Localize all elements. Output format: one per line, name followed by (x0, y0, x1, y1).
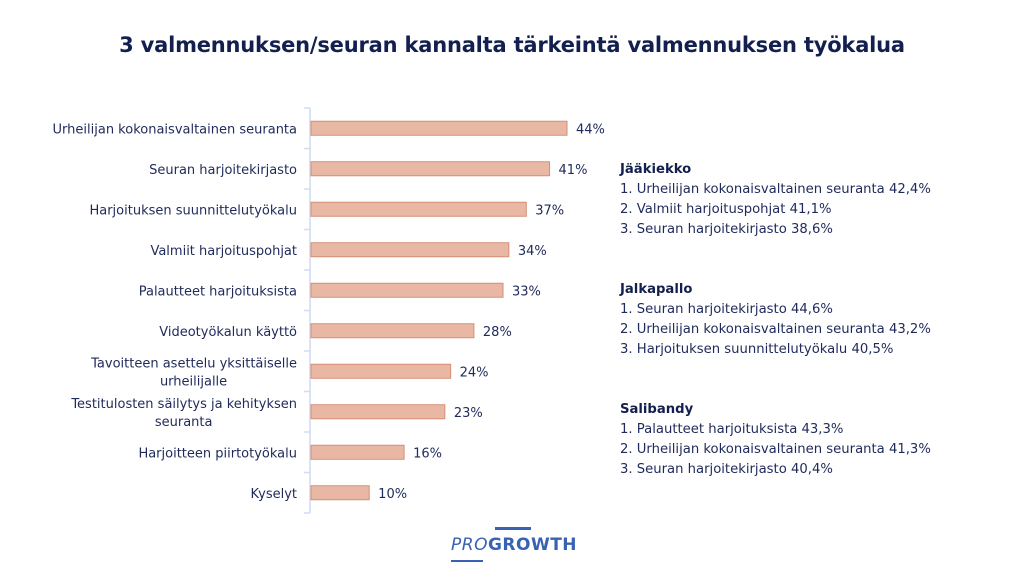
bar-7 (310, 363, 452, 379)
logo-pro-text: PRO (451, 535, 488, 555)
sport-rank-item: 3. Harjoituksen suunnittelutyökalu 40,5% (620, 342, 894, 357)
value-label: 33% (512, 284, 541, 299)
bar-4 (310, 242, 510, 258)
category-label: Harjoituksen suunnittelutyökalu (89, 203, 297, 218)
sport-heading: Salibandy (620, 402, 694, 417)
sport-rank-item: 1. Seuran harjoitekirjasto 44,6% (620, 302, 833, 317)
value-label: 23% (454, 406, 483, 421)
value-label: 28% (483, 325, 512, 340)
bar-2 (310, 161, 551, 177)
category-label: Palautteet harjoituksista (139, 284, 297, 299)
value-label: 41% (559, 163, 588, 178)
sport-rank-item: 1. Palautteet harjoituksista 43,3% (620, 422, 844, 437)
logo-growth-text: GROWTH (487, 535, 578, 555)
value-label: 44% (576, 122, 605, 137)
category-label: Harjoitteen piirtotyökalu (138, 446, 297, 461)
logo-underline (451, 560, 483, 562)
value-label: 16% (413, 446, 442, 461)
value-label: 24% (460, 365, 489, 380)
category-label: Valmiit harjoituspohjat (150, 244, 297, 259)
category-label: Seuran harjoitekirjasto (149, 163, 297, 178)
category-label: Tavoitteen asettelu yksittäiselle (90, 356, 297, 371)
sport-heading: Jalkapallo (620, 282, 693, 297)
value-label: 34% (518, 244, 547, 259)
sport-rank-item: 2. Valmiit harjoituspohjat 41,1% (620, 202, 832, 217)
bar-9 (310, 444, 405, 460)
progrowth-logo: PROGROWTH (451, 527, 581, 567)
sport-heading: Jääkiekko (620, 162, 692, 177)
sport-rank-item: 2. Urheilijan kokonaisvaltainen seuranta… (620, 442, 931, 457)
logo-accent-bar (495, 527, 531, 530)
category-label: Urheilijan kokonaisvaltainen seuranta (53, 122, 297, 137)
category-label: Testitulosten säilytys ja kehityksen (70, 397, 297, 412)
category-label-line2: urheilijalle (160, 374, 227, 389)
category-label: Kyselyt (251, 487, 297, 502)
sport-block-jalkapallo: Jalkapallo 1. Seuran harjoitekirjasto 44… (620, 280, 931, 360)
bar-5 (310, 282, 504, 298)
bar-6 (310, 323, 475, 339)
sport-rank-item: 3. Seuran harjoitekirjasto 40,4% (620, 462, 833, 477)
value-label: 10% (378, 487, 407, 502)
sport-block-jaakiekko: Jääkiekko 1. Urheilijan kokonaisvaltaine… (620, 160, 931, 240)
bar-8 (310, 404, 446, 420)
sport-rank-item: 3. Seuran harjoitekirjasto 38,6% (620, 222, 833, 237)
category-label: Videotyökalun käyttö (159, 325, 297, 340)
bar-10 (310, 485, 370, 501)
bar-1 (310, 120, 568, 136)
value-label: 37% (535, 203, 564, 218)
sport-block-salibandy: Salibandy 1. Palautteet harjoituksista 4… (620, 400, 931, 480)
category-label-line2: seuranta (155, 415, 213, 430)
sport-rank-item: 2. Urheilijan kokonaisvaltainen seuranta… (620, 322, 931, 337)
page-title: 3 valmennuksen/seuran kannalta tärkeintä… (119, 33, 905, 57)
sport-rank-item: 1. Urheilijan kokonaisvaltainen seuranta… (620, 182, 931, 197)
bar-3 (310, 201, 527, 217)
